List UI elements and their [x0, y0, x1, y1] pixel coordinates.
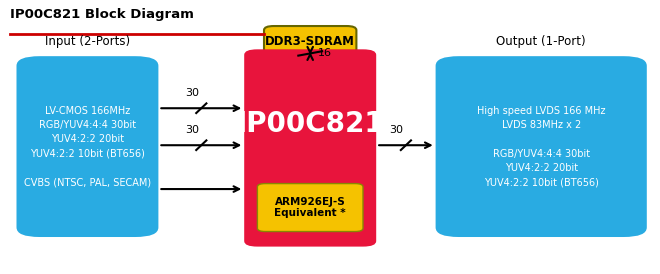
FancyBboxPatch shape [244, 49, 376, 247]
FancyBboxPatch shape [264, 26, 356, 58]
FancyBboxPatch shape [436, 56, 647, 237]
Text: 30: 30 [389, 125, 403, 135]
Text: IP00C821 Block Diagram: IP00C821 Block Diagram [10, 8, 194, 21]
Text: Output (1-Port): Output (1-Port) [496, 35, 586, 48]
Text: ARM926EJ-S
Equivalent *: ARM926EJ-S Equivalent * [275, 197, 346, 218]
Text: High speed LVDS 166 MHz
LVDS 83MHz x 2

RGB/YUV4:4:4 30bit
YUV4:2:2 20bit
YUV4:2: High speed LVDS 166 MHz LVDS 83MHz x 2 R… [477, 105, 605, 188]
FancyBboxPatch shape [257, 184, 363, 232]
FancyBboxPatch shape [16, 56, 158, 237]
Text: 30: 30 [185, 88, 199, 98]
Text: 30: 30 [185, 125, 199, 135]
Text: DDR3-SDRAM: DDR3-SDRAM [265, 35, 355, 48]
Text: 16: 16 [318, 48, 332, 58]
Text: Input (2-Ports): Input (2-Ports) [45, 35, 130, 48]
Text: IP00C821: IP00C821 [236, 110, 384, 138]
Text: LV-CMOS 166MHz
RGB/YUV4:4:4 30bit
YUV4:2:2 20bit
YUV4:2:2 10bit (BT656)

CVBS (N: LV-CMOS 166MHz RGB/YUV4:4:4 30bit YUV4:2… [24, 105, 151, 188]
